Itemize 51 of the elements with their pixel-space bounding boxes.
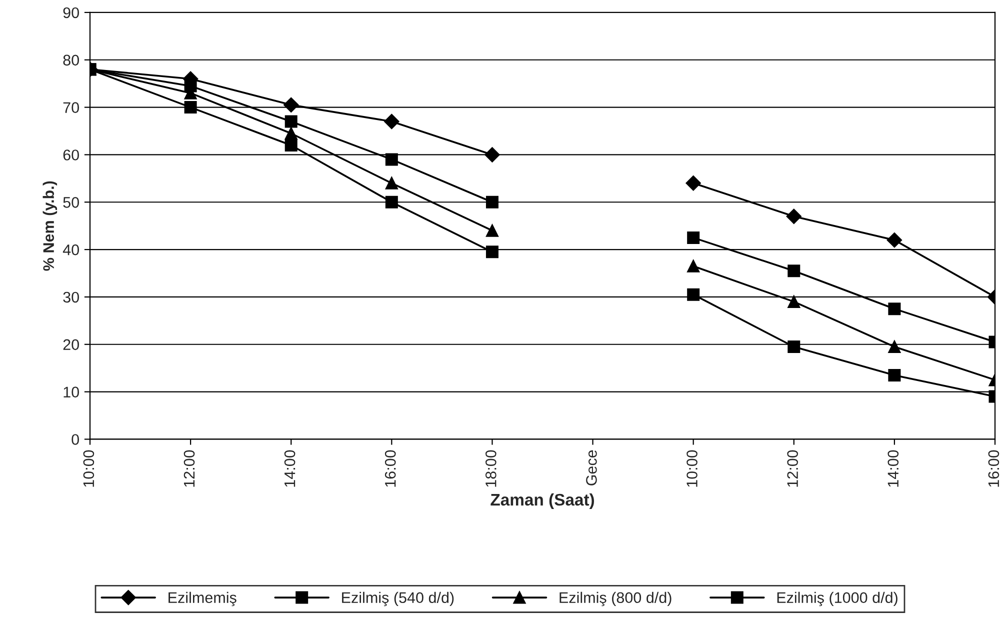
y-axis-title: % Nem (y.b.) xyxy=(42,181,58,271)
point xyxy=(788,295,800,308)
point xyxy=(484,147,500,162)
x-tick-label: 14:00 xyxy=(888,450,899,487)
x-tick-label: Gece xyxy=(586,450,597,486)
y-tick-label: 70 xyxy=(63,102,79,113)
point xyxy=(687,288,700,301)
x-tick-label: 16:00 xyxy=(384,450,396,487)
x-tick-label: 16:00 xyxy=(988,450,1000,487)
point xyxy=(284,138,298,152)
y-tick-label: 80 xyxy=(63,54,79,66)
point xyxy=(687,260,700,272)
point xyxy=(284,115,298,128)
point xyxy=(686,176,701,191)
point xyxy=(385,176,398,190)
y-tick-label: 30 xyxy=(63,292,79,303)
x-tick-label: 12:00 xyxy=(184,450,195,487)
legend-label: Ezilmemiş xyxy=(168,592,236,606)
point xyxy=(888,368,901,382)
x-tick-label: 18:00 xyxy=(486,450,496,487)
y-tick-label: 0 xyxy=(72,434,79,445)
point xyxy=(888,302,901,316)
legend-label: Ezilmiş (800 d/d) xyxy=(560,592,672,606)
x-tick-label: 14:00 xyxy=(284,450,296,487)
x-axis-title: Zaman (Saat) xyxy=(490,493,594,509)
legend-label: Ezilmiş (540 d/d) xyxy=(342,592,454,606)
point xyxy=(788,264,800,278)
y-tick-label: 40 xyxy=(62,244,79,256)
y-tick-label: 90 xyxy=(63,7,79,18)
y-tick-label: 20 xyxy=(63,339,79,350)
point xyxy=(385,196,398,208)
point xyxy=(788,340,800,353)
point xyxy=(687,231,700,244)
point xyxy=(786,208,802,224)
point xyxy=(886,232,902,248)
point xyxy=(486,246,498,258)
point xyxy=(486,224,498,237)
x-tick-label: 12:00 xyxy=(787,450,798,487)
point xyxy=(888,340,901,353)
point xyxy=(384,114,400,130)
x-tick-label: 10:00 xyxy=(83,450,94,487)
legend-label: Ezilmiş (1000 d/d) xyxy=(777,592,898,606)
point xyxy=(486,196,498,208)
point xyxy=(184,101,197,114)
y-tick-label: 60 xyxy=(63,150,79,160)
point xyxy=(284,97,299,112)
point xyxy=(385,153,398,166)
x-tick-label: 10:00 xyxy=(686,450,698,487)
y-tick-label: 10 xyxy=(64,386,79,398)
point xyxy=(284,127,298,140)
y-tick-label: 50 xyxy=(63,196,79,208)
